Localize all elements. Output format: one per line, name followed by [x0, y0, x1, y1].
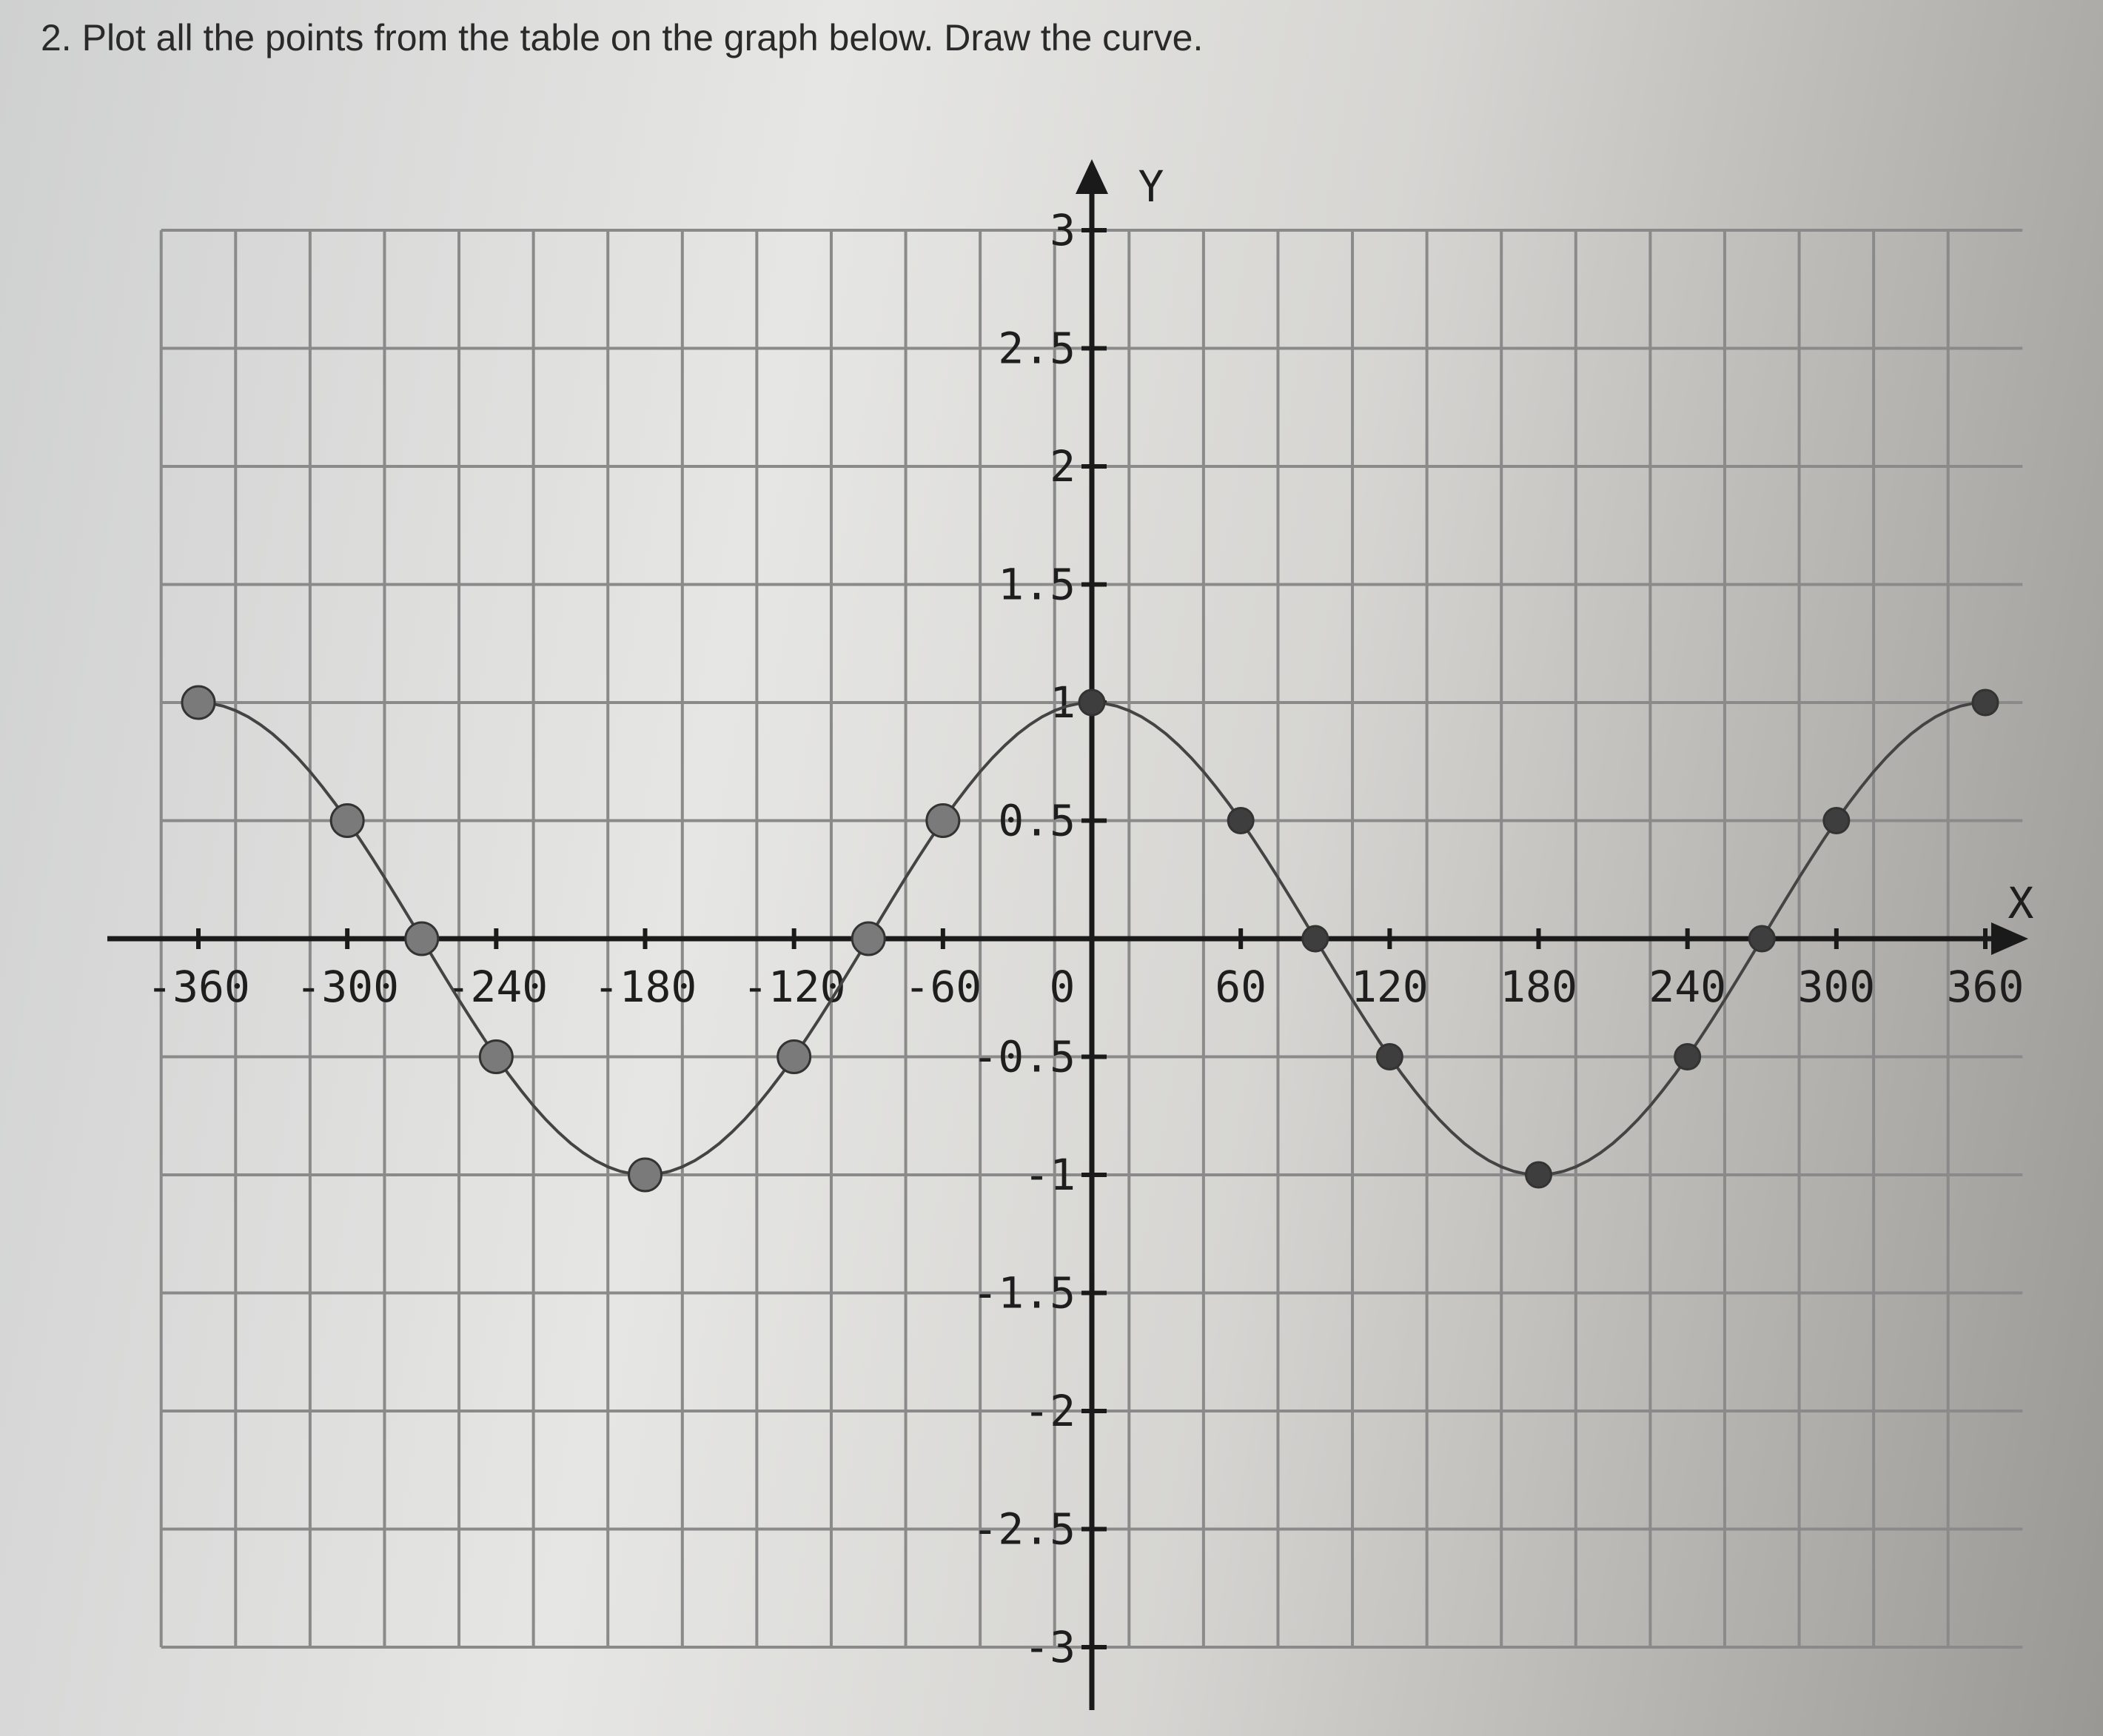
data-point — [404, 921, 440, 956]
y-tick-label: -1.5 — [972, 1268, 1076, 1318]
y-tick-label: 1.5 — [998, 560, 1076, 610]
data-point — [851, 921, 886, 956]
data-point — [1822, 807, 1851, 834]
x-tick-label: 360 — [1947, 962, 2025, 1012]
x-tick-label: -60 — [904, 962, 982, 1012]
x-tick-label: 0 — [1050, 962, 1076, 1012]
y-tick-label: -2.5 — [972, 1504, 1076, 1555]
data-point — [777, 1039, 812, 1074]
axes — [107, 159, 2028, 1710]
data-point — [628, 1157, 663, 1193]
data-point — [181, 685, 216, 720]
data-point — [478, 1039, 514, 1074]
y-axis-arrow — [1076, 159, 1108, 194]
data-point — [1375, 1043, 1403, 1070]
x-tick-label: -120 — [742, 962, 846, 1012]
y-tick-label: 3 — [1050, 205, 1076, 255]
data-point — [1971, 688, 1999, 717]
data-point — [925, 803, 961, 838]
y-tick-label: 2 — [1050, 441, 1076, 492]
y-tick-label: 0.5 — [998, 796, 1076, 846]
data-point — [1227, 807, 1255, 834]
x-tick-label: 300 — [1797, 962, 1875, 1012]
data-point — [329, 803, 365, 838]
x-tick-label: -240 — [444, 962, 548, 1012]
data-point — [1748, 925, 1776, 953]
y-tick-label: -0.5 — [972, 1032, 1076, 1082]
x-tick-label: 120 — [1351, 962, 1429, 1012]
question-title: 2. Plot all the points from the table on… — [41, 17, 1204, 58]
plotted-points — [181, 685, 1999, 1193]
x-tick-label: -180 — [594, 962, 697, 1012]
data-point — [1674, 1043, 1702, 1070]
data-point — [1078, 688, 1106, 717]
tick-labels: X Y -360 -300 -240 -180 -120 -60 0 60 120 180 240 300… — [147, 161, 2033, 1672]
y-tick-label: 2.5 — [998, 324, 1076, 374]
y-axis-label: Y — [1138, 161, 1164, 212]
y-tick-label: -2 — [1024, 1386, 1076, 1436]
x-tick-label: 240 — [1648, 962, 1726, 1012]
y-tick-label: -3 — [1024, 1622, 1076, 1672]
x-tick-label: 60 — [1215, 962, 1267, 1012]
x-tick-label: -360 — [147, 962, 250, 1012]
data-point — [1525, 1161, 1552, 1189]
y-tick-label: -1 — [1024, 1150, 1076, 1200]
data-point — [1301, 925, 1329, 953]
y-tick-label: 1 — [1050, 677, 1076, 728]
x-tick-label: -300 — [295, 962, 399, 1012]
x-axis-arrow — [1991, 922, 2028, 955]
x-tick-label: 180 — [1500, 962, 1577, 1012]
x-axis-label: X — [2008, 878, 2034, 928]
